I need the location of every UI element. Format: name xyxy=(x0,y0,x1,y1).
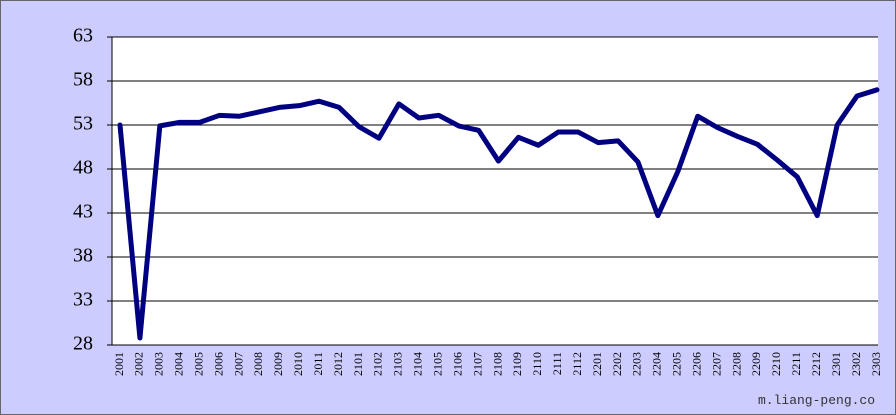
y-tick-label: 48 xyxy=(73,157,93,179)
y-tick-label: 63 xyxy=(73,25,93,47)
x-tick-label: 2206 xyxy=(689,352,703,376)
x-tick-label: 2211 xyxy=(789,352,803,376)
x-tick-label: 2009 xyxy=(271,352,285,376)
x-tick-label: 2205 xyxy=(670,352,684,376)
x-tick-label: 2302 xyxy=(849,352,863,376)
x-tick-label: 2201 xyxy=(590,352,604,376)
plot-area xyxy=(112,37,878,345)
y-tick-label: 28 xyxy=(73,333,93,355)
x-tick-label: 2208 xyxy=(729,352,743,376)
data-line xyxy=(117,87,880,341)
x-tick-label: 2011 xyxy=(311,352,325,376)
x-tick-label: 2007 xyxy=(231,352,245,376)
x-tick-label: 2106 xyxy=(450,352,464,376)
x-tick-label: 2010 xyxy=(291,352,305,376)
y-tick-label: 38 xyxy=(73,245,93,267)
x-tick-label: 2001 xyxy=(112,352,126,376)
x-tick-label: 2303 xyxy=(869,352,883,376)
y-tick-label: 58 xyxy=(73,69,93,91)
x-tick-label: 2003 xyxy=(152,352,166,376)
x-tick-label: 2105 xyxy=(430,352,444,376)
watermark: m.liang-peng.co xyxy=(758,393,875,408)
x-tick-label: 2006 xyxy=(211,352,225,376)
x-tick-label: 2108 xyxy=(490,352,504,376)
x-tick-label: 2012 xyxy=(331,352,345,376)
x-tick-label: 2112 xyxy=(570,352,584,376)
x-tick-label: 2005 xyxy=(191,352,205,376)
x-tick-label: 2204 xyxy=(650,352,664,376)
x-tick-label: 2209 xyxy=(749,352,763,376)
x-tick-label: 2301 xyxy=(829,352,843,376)
x-tick-label: 2203 xyxy=(630,352,644,376)
x-tick-label: 2109 xyxy=(510,352,524,376)
y-tick-label: 33 xyxy=(73,289,93,311)
y-tick-label: 53 xyxy=(73,113,93,135)
x-tick-label: 2111 xyxy=(550,352,564,375)
x-tick-label: 2103 xyxy=(391,352,405,376)
x-tick-label: 2110 xyxy=(530,352,544,376)
x-tick-label: 2008 xyxy=(251,352,265,376)
x-tick-label: 2202 xyxy=(610,352,624,376)
x-tick-label: 2107 xyxy=(470,352,484,376)
x-tick-label: 2004 xyxy=(172,352,186,376)
x-tick-label: 2002 xyxy=(132,352,146,376)
x-tick-label: 2101 xyxy=(351,352,365,376)
y-tick-label: 43 xyxy=(73,201,93,223)
x-tick-label: 2212 xyxy=(809,352,823,376)
x-tick-label: 2207 xyxy=(709,352,723,376)
x-tick-label: 2104 xyxy=(411,352,425,376)
x-tick-label: 2210 xyxy=(769,352,783,376)
x-tick-label: 2102 xyxy=(371,352,385,376)
